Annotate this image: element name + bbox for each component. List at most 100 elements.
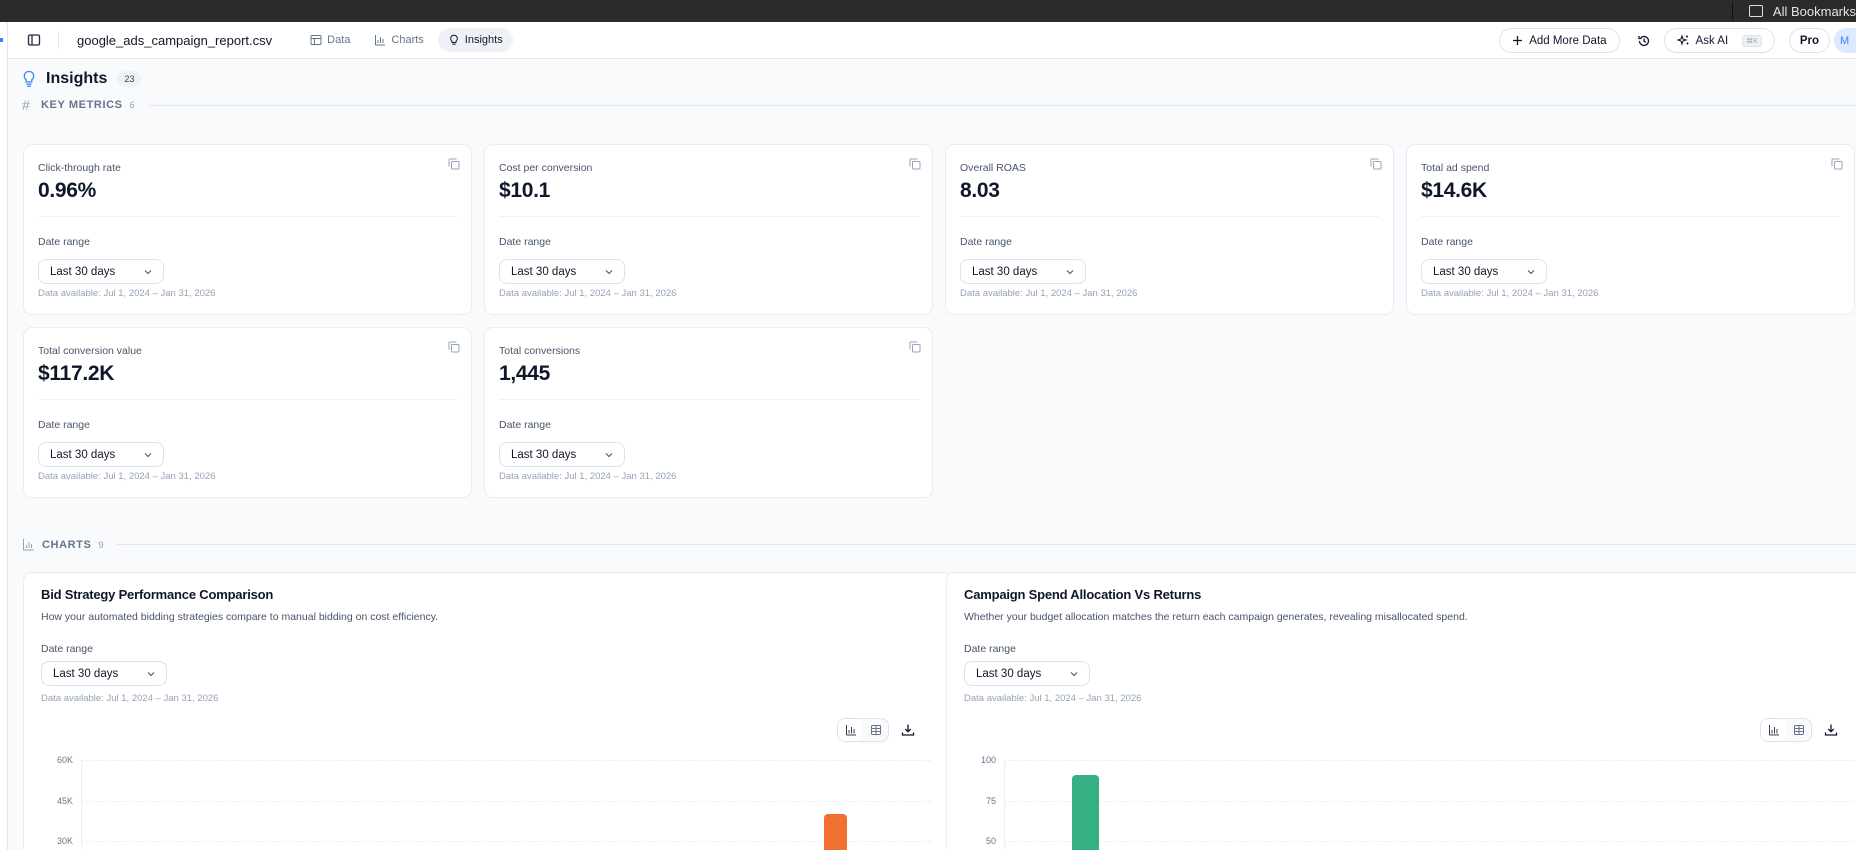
app-window: google_ads_campaign_report.csv Data Char… [8,22,1856,850]
download-icon[interactable] [899,721,917,739]
chart-title: Campaign Spend Allocation Vs Returns [964,587,1202,602]
copy-icon[interactable] [908,340,922,354]
table-view-button[interactable] [1786,719,1811,741]
chart-card-bid-strategy: Bid Strategy Performance Comparison How … [23,572,952,850]
date-range-select[interactable]: Last 30 days [499,442,625,467]
date-range-select[interactable]: Last 30 days [38,259,164,284]
ask-ai-label: Ask AI [1695,34,1729,47]
page-header: Insights 23 [22,70,142,88]
metric-card-total-conversions: Total conversions 1,445 Date range Last … [484,327,933,498]
metric-card-overall-roas: Overall ROAS 8.03 Date range Last 30 day… [945,144,1394,315]
left-rail [0,22,8,850]
metric-label: Total conversion value [38,345,142,357]
date-range-value: Last 30 days [972,265,1038,278]
chart-card-campaign-spend: Campaign Spend Allocation Vs Returns Whe… [946,572,1856,850]
date-range-select[interactable]: Last 30 days [1421,259,1547,284]
all-bookmarks-label[interactable]: All Bookmarks [1772,3,1856,19]
data-available-note: Data available: Jul 1, 2024 – Jan 31, 20… [964,693,1142,704]
chevron-down-icon [144,452,152,457]
data-available-note: Data available: Jul 1, 2024 – Jan 31, 20… [960,288,1138,299]
date-range-value: Last 30 days [53,667,119,680]
key-metrics-header: # KEY METRICS 6 [22,97,1856,113]
date-range-label: Date range [38,236,90,248]
metric-label: Total ad spend [1421,162,1490,174]
data-available-note: Data available: Jul 1, 2024 – Jan 31, 20… [38,471,216,482]
date-range-value: Last 30 days [511,265,577,278]
charts-count: 9 [98,539,104,550]
copy-icon[interactable] [1369,157,1383,171]
metric-value: 1,445 [499,362,551,385]
divider [38,216,457,217]
table-view-button[interactable] [863,719,888,741]
data-available-note: Data available: Jul 1, 2024 – Jan 31, 20… [41,693,219,704]
bookmarks-separator [1731,2,1733,20]
date-range-select[interactable]: Last 30 days [38,442,164,467]
date-range-value: Last 30 days [1433,265,1499,278]
y-tick-label: 45K [56,796,73,806]
chart-view-button[interactable] [1761,719,1786,741]
chevron-down-icon [147,671,155,676]
page-title: Insights [46,70,108,87]
chart-view-toggle [1760,718,1812,742]
chevron-down-icon [1527,269,1535,274]
y-axis [81,760,82,850]
gridline [81,841,931,842]
y-tick-label: 60K [56,755,73,765]
file-name: google_ads_campaign_report.csv [77,32,273,48]
sidebar-toggle-icon[interactable] [22,28,46,52]
metric-label: Overall ROAS [960,162,1026,174]
metric-label: Cost per conversion [499,162,593,174]
charts-section-header: CHARTS 9 [22,538,1856,551]
metric-card-cost-per-conversion: Cost per conversion $10.1 Date range Las… [484,144,933,315]
metric-value: $14.6K [1421,179,1487,202]
chart-bar[interactable] [824,814,847,850]
insights-count-badge: 23 [117,71,142,87]
tab-data-label: Data [327,34,351,46]
date-range-label: Date range [499,419,551,431]
date-range-select[interactable]: Last 30 days [41,661,167,686]
sparkle-icon [1676,34,1689,46]
gridline [1004,841,1854,842]
tab-charts[interactable]: Charts [364,28,433,52]
table-icon [1793,725,1804,735]
y-tick-label: 75 [985,796,996,806]
bar-chart-icon [845,725,856,736]
bar-chart-icon [375,35,386,46]
date-range-select[interactable]: Last 30 days [960,259,1086,284]
download-icon[interactable] [1822,721,1840,739]
copy-icon[interactable] [447,340,461,354]
chart-view-button[interactable] [838,719,863,741]
user-avatar[interactable]: M [1834,28,1856,53]
tab-data[interactable]: Data [300,28,360,52]
date-range-label: Date range [499,236,551,248]
chart-bar[interactable] [1072,775,1099,850]
copy-icon[interactable] [908,157,922,171]
table-icon [310,35,322,45]
copy-icon[interactable] [1830,157,1844,171]
metric-card-total-ad-spend: Total ad spend $14.6K Date range Last 30… [1406,144,1855,315]
chart-view-toggle [837,718,889,742]
top-bar: google_ads_campaign_report.csv Data Char… [8,22,1856,59]
date-range-value: Last 30 days [511,448,577,461]
gridline [81,801,931,802]
date-range-select[interactable]: Last 30 days [499,259,625,284]
copy-icon[interactable] [447,157,461,171]
tab-insights-label: Insights [464,34,503,46]
date-range-select[interactable]: Last 30 days [964,661,1090,686]
ask-ai-button[interactable]: Ask AI ⌘K [1663,28,1775,53]
tab-insights[interactable]: Insights [437,28,513,52]
metric-value: $10.1 [499,179,551,202]
tab-charts-label: Charts [391,34,424,46]
pro-plan-badge[interactable]: Pro [1788,28,1830,53]
date-range-label: Date range [38,419,90,431]
history-icon[interactable] [1632,29,1656,53]
add-more-data-button[interactable]: Add More Data [1499,28,1620,53]
bookmarks-bar[interactable]: All Bookmarks [1731,0,1856,22]
date-range-label: Date range [964,643,1016,655]
metric-label: Click-through rate [38,162,121,174]
chart-description: How your automated bidding strategies co… [41,611,439,623]
date-range-label: Date range [1421,236,1473,248]
plus-icon [1513,36,1523,45]
date-range-label: Date range [960,236,1012,248]
table-icon [870,725,881,735]
